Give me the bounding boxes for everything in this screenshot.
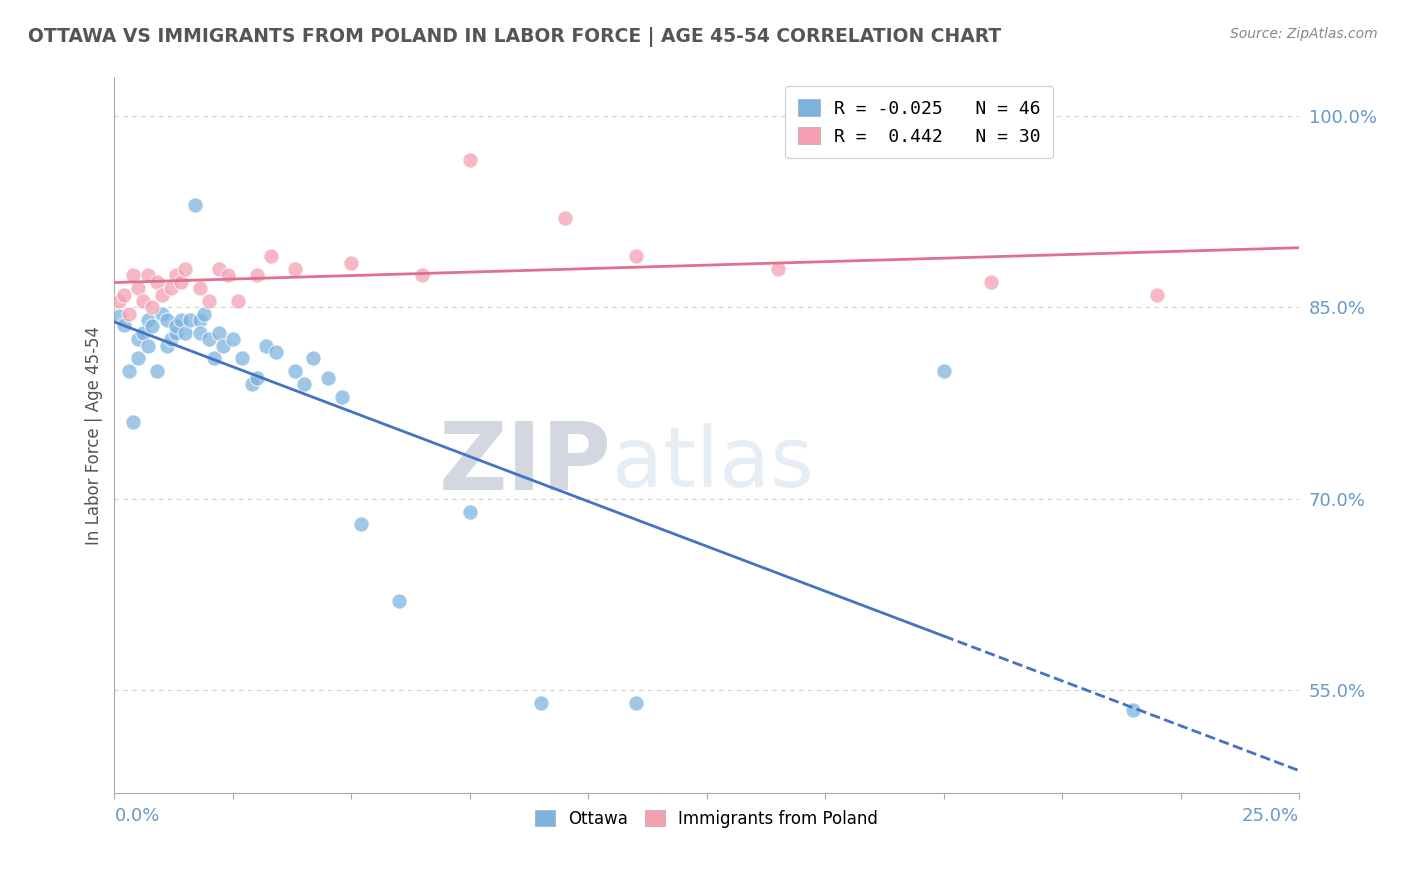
Point bbox=[254, 338, 277, 352]
Point bbox=[458, 153, 481, 168]
Point bbox=[141, 301, 163, 315]
Point bbox=[530, 696, 553, 710]
Point bbox=[411, 268, 433, 283]
Point bbox=[165, 268, 187, 283]
Point bbox=[188, 313, 211, 327]
Point bbox=[136, 268, 159, 283]
Point bbox=[208, 262, 231, 277]
Point bbox=[554, 211, 576, 225]
Point bbox=[179, 313, 201, 327]
Point bbox=[112, 318, 135, 333]
Point bbox=[150, 287, 173, 301]
Point bbox=[388, 594, 411, 608]
Point bbox=[117, 364, 139, 378]
Point bbox=[198, 332, 221, 346]
Point bbox=[174, 262, 197, 277]
Point bbox=[208, 326, 231, 340]
Point bbox=[184, 198, 207, 212]
Point bbox=[458, 505, 481, 519]
Text: atlas: atlas bbox=[612, 423, 814, 504]
Point bbox=[127, 332, 149, 346]
Text: Source: ZipAtlas.com: Source: ZipAtlas.com bbox=[1230, 27, 1378, 41]
Point bbox=[117, 307, 139, 321]
Point bbox=[217, 268, 239, 283]
Point bbox=[231, 351, 253, 366]
Point bbox=[624, 696, 647, 710]
Point bbox=[193, 307, 215, 321]
Point bbox=[188, 281, 211, 295]
Point bbox=[980, 275, 1002, 289]
Point bbox=[150, 307, 173, 321]
Point bbox=[624, 249, 647, 263]
Point bbox=[170, 313, 193, 327]
Point bbox=[122, 415, 145, 429]
Point bbox=[165, 326, 187, 340]
Text: OTTAWA VS IMMIGRANTS FROM POLAND IN LABOR FORCE | AGE 45-54 CORRELATION CHART: OTTAWA VS IMMIGRANTS FROM POLAND IN LABO… bbox=[28, 27, 1001, 46]
Point bbox=[170, 275, 193, 289]
Point bbox=[1146, 287, 1168, 301]
Point bbox=[155, 313, 177, 327]
Point bbox=[766, 262, 789, 277]
Point bbox=[264, 345, 287, 359]
Point bbox=[136, 338, 159, 352]
Point bbox=[222, 332, 245, 346]
Point bbox=[283, 262, 305, 277]
Point bbox=[245, 268, 267, 283]
Point bbox=[146, 364, 169, 378]
Point bbox=[146, 275, 169, 289]
Point bbox=[141, 319, 163, 334]
Point bbox=[174, 326, 197, 340]
Point bbox=[165, 319, 187, 334]
Point bbox=[127, 351, 149, 366]
Point bbox=[240, 376, 263, 391]
Point bbox=[132, 326, 155, 340]
Text: ZIP: ZIP bbox=[439, 417, 612, 509]
Point bbox=[1122, 703, 1144, 717]
Point bbox=[316, 370, 339, 384]
Text: 25.0%: 25.0% bbox=[1241, 807, 1299, 825]
Point bbox=[202, 351, 225, 366]
Point bbox=[212, 338, 235, 352]
Point bbox=[330, 390, 353, 404]
Point bbox=[245, 370, 267, 384]
Point bbox=[108, 310, 131, 324]
Text: 0.0%: 0.0% bbox=[114, 807, 160, 825]
Point bbox=[188, 326, 211, 340]
Point bbox=[932, 364, 955, 378]
Point bbox=[132, 293, 155, 308]
Point bbox=[122, 268, 145, 283]
Y-axis label: In Labor Force | Age 45-54: In Labor Force | Age 45-54 bbox=[86, 326, 103, 544]
Point bbox=[283, 364, 305, 378]
Point bbox=[292, 376, 315, 391]
Point bbox=[160, 281, 183, 295]
Point bbox=[127, 281, 149, 295]
Point bbox=[108, 293, 131, 308]
Point bbox=[155, 338, 177, 352]
Point bbox=[136, 313, 159, 327]
Point bbox=[340, 255, 363, 269]
Point bbox=[226, 293, 249, 308]
Point bbox=[112, 287, 135, 301]
Point bbox=[198, 293, 221, 308]
Point bbox=[302, 351, 325, 366]
Point bbox=[260, 249, 283, 263]
Legend: Ottawa, Immigrants from Poland: Ottawa, Immigrants from Poland bbox=[529, 803, 884, 834]
Point bbox=[350, 517, 373, 532]
Point bbox=[160, 332, 183, 346]
